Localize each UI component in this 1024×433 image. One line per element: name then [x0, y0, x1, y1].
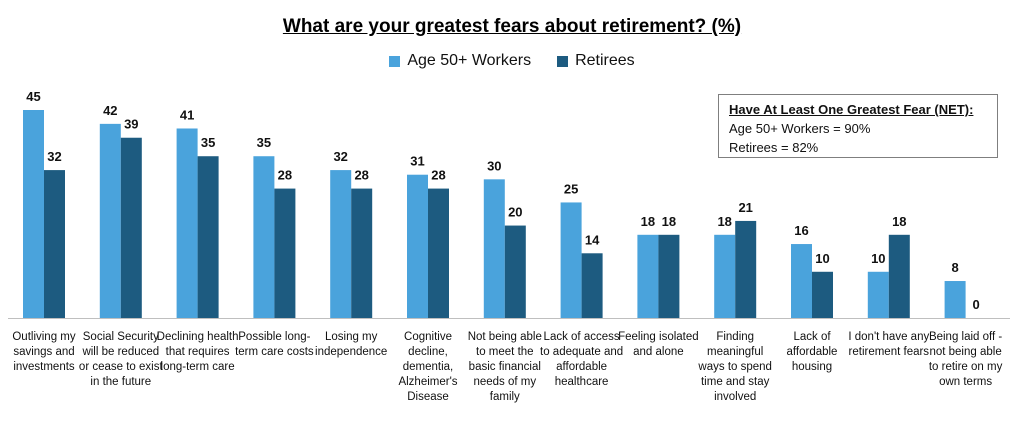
category-label-3: Possible long-term care costs: [235, 331, 314, 358]
bar-workers-7: [560, 202, 582, 318]
bar-retirees-7: [581, 253, 603, 318]
bar-retirees-6: [504, 225, 526, 318]
bar-workers-12: [944, 281, 966, 318]
bar-workers-2: [176, 128, 198, 318]
bar-retirees-9: [735, 220, 757, 318]
bar-retirees-1: [120, 137, 142, 318]
category-label-2: Declining health that requires long-term…: [156, 331, 239, 373]
legend-label-retirees: Retirees: [575, 52, 635, 69]
category-label-9: Finding meaningful ways to spend time an…: [698, 331, 772, 403]
category-label-10: Lack of affordable housing: [786, 331, 838, 373]
data-label-workers-1: 42: [103, 103, 117, 118]
data-label-retirees-3: 28: [278, 168, 292, 183]
data-label-workers-2: 41: [180, 107, 194, 122]
legend-item-retirees: Retirees: [557, 52, 635, 70]
data-label-workers-3: 35: [257, 135, 271, 150]
data-label-workers-10: 16: [794, 223, 808, 238]
bar-retirees-10: [812, 271, 833, 318]
category-label-7: Lack of access to adequate and affordabl…: [540, 331, 624, 388]
bar-workers-11: [867, 271, 889, 318]
data-label-workers-0: 45: [26, 89, 40, 104]
net-annotation-retirees: Retirees = 82%: [729, 140, 819, 155]
bar-workers-8: [637, 234, 659, 318]
data-label-workers-6: 30: [487, 158, 501, 173]
legend-label-workers: Age 50+ Workers: [407, 52, 532, 69]
data-label-workers-8: 18: [641, 214, 655, 229]
category-label-12: Being laid off - not being able to retir…: [928, 331, 1003, 388]
bar-retirees-0: [44, 170, 65, 318]
legend-item-workers: Age 50+ Workers: [389, 52, 531, 70]
category-label-6: Not being able to meet the basic financi…: [467, 331, 542, 403]
data-label-retirees-7: 14: [585, 232, 600, 247]
net-annotation-title: Have At Least One Greatest Fear (NET):: [729, 102, 974, 117]
bar-retirees-8: [658, 234, 680, 318]
data-label-retirees-8: 18: [662, 214, 676, 229]
bar-workers-0: [23, 110, 44, 318]
bar-retirees-3: [274, 188, 296, 318]
data-label-retirees-9: 21: [738, 200, 752, 215]
data-label-retirees-4: 28: [354, 168, 368, 183]
data-label-workers-5: 31: [410, 154, 424, 169]
data-label-workers-4: 32: [333, 149, 347, 164]
data-label-retirees-1: 39: [124, 117, 138, 132]
bar-workers-1: [99, 123, 121, 318]
data-label-retirees-5: 28: [431, 168, 445, 183]
category-label-5: Cognitive decline, dementia, Alzheimer's…: [398, 331, 458, 403]
legend-swatch-workers: [389, 55, 401, 67]
chart-title: What are your greatest fears about retir…: [282, 16, 742, 37]
category-label-1: Social Security will be reduced or cease…: [78, 331, 163, 388]
data-label-workers-9: 18: [717, 214, 731, 229]
bar-workers-3: [253, 156, 275, 318]
chart-legend: Age 50+ Workers Retirees: [0, 52, 1024, 70]
category-label-4: Losing my independence: [315, 331, 388, 358]
bar-retirees-2: [197, 156, 219, 318]
data-label-retirees-11: 18: [892, 214, 906, 229]
net-annotation-box: Have At Least One Greatest Fear (NET): A…: [718, 94, 998, 158]
category-label-8: Feeling isolated and alone: [618, 331, 699, 358]
bar-workers-5: [407, 174, 428, 318]
bar-retirees-5: [428, 188, 449, 318]
net-annotation-workers: Age 50+ Workers = 90%: [729, 121, 871, 136]
legend-swatch-retirees: [557, 55, 569, 67]
bar-workers-10: [791, 244, 812, 318]
bar-retirees-4: [351, 188, 373, 318]
bar-retirees-11: [888, 234, 910, 318]
data-label-retirees-0: 32: [47, 149, 61, 164]
category-label-0: Outliving my savings and investments: [12, 331, 76, 373]
category-label-11: I don't have any retirement fears: [848, 331, 930, 358]
bar-workers-4: [330, 170, 352, 318]
bar-workers-6: [483, 179, 505, 318]
data-label-workers-11: 10: [871, 251, 885, 266]
data-label-retirees-10: 10: [815, 251, 829, 266]
data-label-retirees-2: 35: [201, 135, 215, 150]
data-label-retirees-12: 0: [972, 297, 979, 312]
bar-workers-9: [714, 234, 736, 318]
data-label-retirees-6: 20: [508, 205, 522, 220]
data-label-workers-12: 8: [951, 260, 958, 275]
data-label-workers-7: 25: [564, 181, 578, 196]
